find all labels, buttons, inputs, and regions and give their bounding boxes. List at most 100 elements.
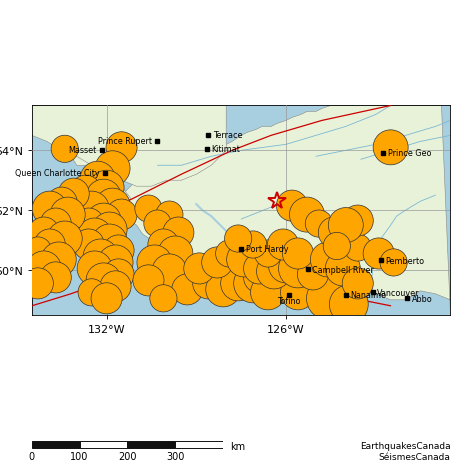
Circle shape	[329, 208, 363, 243]
Circle shape	[298, 259, 329, 290]
Circle shape	[74, 192, 109, 226]
Circle shape	[73, 208, 104, 240]
Circle shape	[172, 274, 203, 305]
Circle shape	[50, 198, 85, 232]
Circle shape	[310, 243, 345, 277]
PathPatch shape	[121, 106, 450, 315]
Circle shape	[28, 218, 59, 249]
Circle shape	[325, 251, 360, 286]
Circle shape	[152, 254, 187, 289]
Circle shape	[80, 162, 115, 197]
Circle shape	[239, 232, 267, 258]
Text: Masset: Masset	[68, 146, 96, 155]
Circle shape	[58, 179, 89, 210]
Circle shape	[77, 219, 112, 253]
Circle shape	[103, 259, 134, 290]
Circle shape	[373, 131, 408, 165]
Circle shape	[234, 264, 273, 303]
Circle shape	[202, 247, 233, 278]
Text: Kitimat: Kitimat	[211, 145, 240, 154]
Circle shape	[135, 195, 162, 223]
Circle shape	[106, 200, 137, 231]
Circle shape	[51, 136, 78, 163]
Circle shape	[89, 171, 124, 206]
Bar	[32, 441, 80, 448]
Circle shape	[268, 249, 303, 283]
Circle shape	[342, 206, 373, 237]
Circle shape	[216, 240, 243, 268]
Circle shape	[70, 176, 101, 207]
Text: EarthquakesCanada
SéismesCanada: EarthquakesCanada SéismesCanada	[360, 441, 450, 461]
Circle shape	[40, 262, 71, 293]
Circle shape	[40, 208, 71, 240]
Circle shape	[254, 240, 282, 268]
Circle shape	[318, 218, 349, 249]
Text: 200: 200	[118, 451, 136, 462]
Circle shape	[344, 234, 371, 262]
Text: Prince Rupert: Prince Rupert	[98, 137, 152, 146]
Circle shape	[225, 225, 252, 253]
Text: 0: 0	[29, 451, 35, 462]
Circle shape	[46, 188, 77, 219]
Text: km: km	[230, 441, 245, 451]
Circle shape	[342, 268, 373, 299]
Circle shape	[47, 222, 82, 257]
Circle shape	[280, 275, 315, 310]
Circle shape	[86, 263, 121, 298]
Circle shape	[227, 243, 262, 277]
Text: Pemberto: Pemberto	[385, 257, 425, 265]
Circle shape	[95, 189, 130, 224]
Circle shape	[24, 238, 51, 264]
Circle shape	[144, 211, 171, 238]
Circle shape	[156, 201, 183, 229]
PathPatch shape	[32, 106, 226, 187]
Circle shape	[92, 213, 127, 248]
Circle shape	[32, 192, 67, 226]
Bar	[127, 441, 175, 448]
Text: Queen Charlotte City: Queen Charlotte City	[15, 169, 100, 178]
Text: Port Hardy: Port Hardy	[246, 245, 288, 254]
Circle shape	[184, 253, 215, 284]
Circle shape	[103, 235, 134, 267]
Text: Tofino: Tofino	[277, 297, 301, 306]
Circle shape	[221, 266, 256, 301]
Circle shape	[277, 191, 308, 222]
Circle shape	[307, 277, 349, 320]
Text: Abbo: Abbo	[412, 294, 432, 303]
Circle shape	[26, 251, 61, 286]
Text: Prince Geo: Prince Geo	[388, 149, 431, 158]
Bar	[175, 441, 223, 448]
Circle shape	[22, 268, 53, 299]
Circle shape	[380, 249, 407, 276]
Circle shape	[34, 230, 66, 261]
Circle shape	[86, 204, 121, 238]
Text: 100: 100	[71, 451, 89, 462]
Circle shape	[73, 230, 104, 261]
Circle shape	[268, 230, 298, 261]
PathPatch shape	[68, 142, 157, 181]
Text: 300: 300	[166, 451, 184, 462]
Circle shape	[92, 225, 127, 259]
Circle shape	[100, 271, 131, 302]
Circle shape	[137, 245, 172, 280]
Circle shape	[289, 198, 324, 232]
Circle shape	[150, 285, 177, 312]
Circle shape	[95, 151, 130, 186]
Circle shape	[77, 251, 112, 286]
Circle shape	[251, 275, 286, 310]
Circle shape	[329, 285, 368, 324]
Circle shape	[305, 211, 333, 238]
Text: Vancouver: Vancouver	[377, 288, 420, 297]
Circle shape	[243, 253, 275, 284]
Circle shape	[133, 265, 164, 296]
Circle shape	[257, 254, 292, 289]
Circle shape	[206, 272, 241, 307]
Circle shape	[363, 238, 394, 269]
Circle shape	[278, 250, 318, 288]
Circle shape	[106, 132, 137, 163]
Text: Terrace: Terrace	[213, 131, 242, 140]
PathPatch shape	[217, 240, 367, 291]
Circle shape	[283, 238, 313, 269]
Circle shape	[243, 262, 275, 293]
Circle shape	[98, 245, 133, 280]
